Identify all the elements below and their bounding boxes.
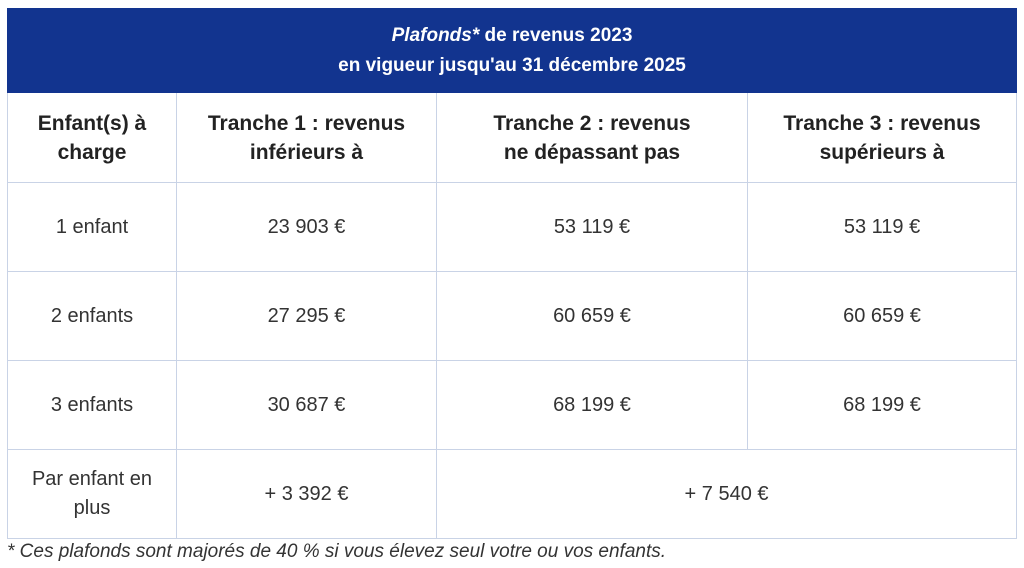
header-line: Tranche 2 : revenus xyxy=(493,111,691,135)
tranche-3-value: 60 659 € xyxy=(746,271,1018,361)
row-label: 2 enfants xyxy=(7,271,177,361)
tranche-1-value: + 3 392 € xyxy=(176,449,437,539)
title-line-2: en vigueur jusqu'au 31 décembre 2025 xyxy=(338,54,686,76)
header-line: Enfant(s) à xyxy=(37,111,147,135)
header-tranche-3: Tranche 3 : revenus supérieurs à xyxy=(746,92,1018,183)
header-line: charge xyxy=(57,140,127,164)
table-row: 2 enfants 27 295 € 60 659 € 60 659 € xyxy=(7,271,1018,361)
header-tranche-1: Tranche 1 : revenus inférieurs à xyxy=(176,92,437,183)
table-row: 3 enfants 30 687 € 68 199 € 68 199 € xyxy=(7,360,1018,450)
tranche-2-3-value: + 7 540 € xyxy=(435,449,1018,539)
header-line: supérieurs à xyxy=(819,140,945,164)
tranche-3-value: 53 119 € xyxy=(746,182,1018,272)
tranche-2-value: 60 659 € xyxy=(436,271,748,361)
header-line: Tranche 3 : revenus xyxy=(783,111,981,135)
header-line: Tranche 1 : revenus xyxy=(207,111,406,135)
header-line: ne dépassant pas xyxy=(503,140,681,164)
tranche-2-value: 68 199 € xyxy=(436,360,748,450)
header-children: Enfant(s) à charge xyxy=(7,92,177,183)
tranche-3-value: 68 199 € xyxy=(746,360,1018,450)
row-label: 1 enfant xyxy=(7,182,177,272)
tranche-1-value: 27 295 € xyxy=(176,271,437,361)
income-ceilings-table: Plafonds* de revenus 2023 en vigueur jus… xyxy=(6,8,1018,539)
column-header-row: Enfant(s) à charge Tranche 1 : revenus i… xyxy=(7,92,1018,183)
header-line: inférieurs à xyxy=(249,140,364,164)
header-tranche-2: Tranche 2 : revenus ne dépassant pas xyxy=(436,92,748,183)
row-label-line: Par enfant en xyxy=(31,468,153,490)
table-row: 1 enfant 23 903 € 53 119 € 53 119 € xyxy=(7,182,1018,272)
tranche-2-value: 53 119 € xyxy=(436,182,748,272)
tranche-1-value: 23 903 € xyxy=(176,182,437,272)
title-emphasis: Plafonds* xyxy=(391,24,480,46)
footnote: * Ces plafonds sont majorés de 40 % si v… xyxy=(7,541,667,562)
table-title: Plafonds* de revenus 2023 en vigueur jus… xyxy=(6,8,1018,93)
row-label: 3 enfants xyxy=(7,360,177,450)
row-label: Par enfant en plus xyxy=(7,449,177,539)
title-line-1: Plafonds* de revenus 2023 xyxy=(18,21,1006,51)
title-rest: de revenus 2023 xyxy=(479,24,633,46)
table-row-extra-child: Par enfant en plus + 3 392 € + 7 540 € xyxy=(7,449,1018,539)
income-ceilings-table-container: Plafonds* de revenus 2023 en vigueur jus… xyxy=(6,8,1018,539)
table-title-row: Plafonds* de revenus 2023 en vigueur jus… xyxy=(6,8,1018,93)
tranche-1-value: 30 687 € xyxy=(176,360,437,450)
row-label-line: plus xyxy=(73,497,111,519)
